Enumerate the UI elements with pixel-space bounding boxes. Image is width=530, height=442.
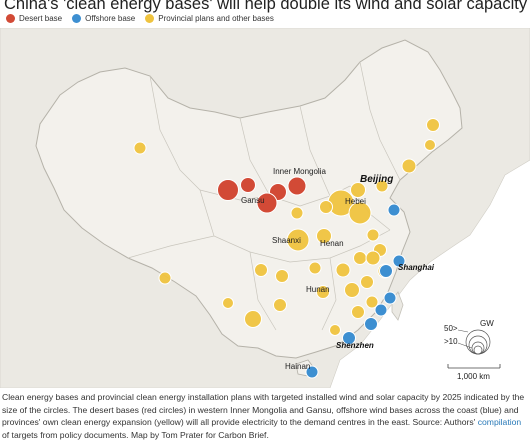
legend-offshore-label: Offshore base: [85, 14, 136, 23]
provincial-base-circle: [316, 228, 332, 244]
offshore-base-circle: [383, 291, 397, 305]
provincial-base-circle: [133, 141, 147, 155]
size-key-large: 50>: [444, 324, 458, 333]
provincial-base-circle: [426, 118, 440, 132]
caption-source-link[interactable]: compilation: [477, 417, 522, 428]
provincial-base-circle: [365, 250, 381, 266]
provincial-base-circle: [350, 182, 366, 198]
desert-base-circle: [240, 177, 256, 193]
desert-base-circle: [256, 192, 278, 214]
provincial-base-circle: [275, 269, 289, 283]
provincial-base-circle: [344, 282, 360, 298]
legend-desert-label: Desert base: [19, 14, 63, 23]
provincial-base-circle: [375, 179, 389, 193]
provincial-base-circle: [308, 261, 322, 275]
map-legend: Desert base Offshore base Provincial pla…: [6, 14, 274, 23]
provincial-base-circle: [351, 305, 365, 319]
offshore-base-circle: [342, 331, 356, 345]
offshore-circles: [305, 203, 406, 379]
provincial-base-circle: [365, 295, 379, 309]
label-shaanxi: Shaanxi: [272, 236, 301, 245]
size-key-unit: GW: [480, 319, 494, 328]
legend-desert-dot: [6, 14, 15, 23]
scale-bar: 1,000 km: [447, 364, 501, 381]
label-beijing: Beijing: [360, 174, 393, 185]
label-hainan: Hainan: [285, 362, 310, 371]
legend-offshore-dot: [72, 14, 82, 23]
label-gansu: Gansu: [241, 196, 265, 205]
provincial-base-circle: [360, 275, 374, 289]
legend-provincial-base: Provincial plans and other bases: [145, 14, 274, 23]
provincial-base-circle: [353, 251, 367, 265]
provincial-base-circle: [244, 310, 262, 328]
caption-text: Clean energy bases and provincial clean …: [2, 392, 525, 428]
map-caption: Clean energy bases and provincial clean …: [2, 391, 528, 441]
provincial-base-circle: [254, 263, 268, 277]
label-shanghai: Shanghai: [398, 263, 435, 272]
size-key-circle: [468, 335, 488, 355]
scale-bar-label: 1,000 km: [457, 372, 490, 381]
offshore-base-circle: [387, 203, 401, 217]
provincial-base-circle: [335, 262, 351, 278]
provincial-base-circle: [273, 298, 287, 312]
label-henan: Henan: [320, 239, 344, 248]
provincial-base-circle: [329, 324, 341, 336]
provincial-base-circle: [222, 297, 234, 309]
size-key-small: >10: [444, 337, 458, 346]
caption-text-end: of targets from policy documents. Map by…: [2, 429, 269, 440]
legend-desert-base: Desert base: [6, 14, 62, 23]
provincial-base-circle: [348, 201, 372, 225]
size-key-circle: [473, 345, 483, 355]
offshore-base-circle: [364, 317, 378, 331]
legend-offshore-base: Offshore base: [72, 14, 135, 23]
desert-base-circle: [217, 179, 239, 201]
offshore-base-circle: [305, 365, 319, 379]
legend-provincial-dot: [145, 14, 155, 23]
legend-provincial-label: Provincial plans and other bases: [158, 14, 274, 23]
desert-base-circle: [287, 176, 307, 196]
provincial-base-circle: [401, 158, 417, 174]
size-key-leader: [457, 342, 473, 349]
label-hunan: Hunan: [306, 285, 330, 294]
label-shenzhen: Shenzhen: [336, 341, 374, 350]
provincial-base-circle: [290, 206, 304, 220]
provincial-base-circle: [319, 200, 333, 214]
desert-circles: [217, 176, 307, 214]
provincial-base-circle: [158, 271, 172, 285]
china-energy-map: Inner Mongolia Gansu Hebei Beijing Shaan…: [0, 28, 530, 388]
circle-size-key: GW 50> >10: [444, 319, 494, 355]
provincial-base-circle: [366, 228, 380, 242]
label-hebei: Hebei: [345, 197, 366, 206]
page-title: China's 'clean energy bases' will help d…: [4, 0, 530, 13]
label-inner-mongolia: Inner Mongolia: [273, 167, 326, 176]
size-key-circle: [471, 341, 485, 355]
offshore-base-circle: [374, 303, 388, 317]
provincial-base-circle: [424, 139, 436, 151]
provincial-base-circle: [286, 228, 310, 252]
size-key-leader: [457, 329, 469, 333]
offshore-base-circle: [392, 254, 406, 268]
provincial-base-circle: [316, 285, 330, 299]
offshore-base-circle: [379, 264, 393, 278]
